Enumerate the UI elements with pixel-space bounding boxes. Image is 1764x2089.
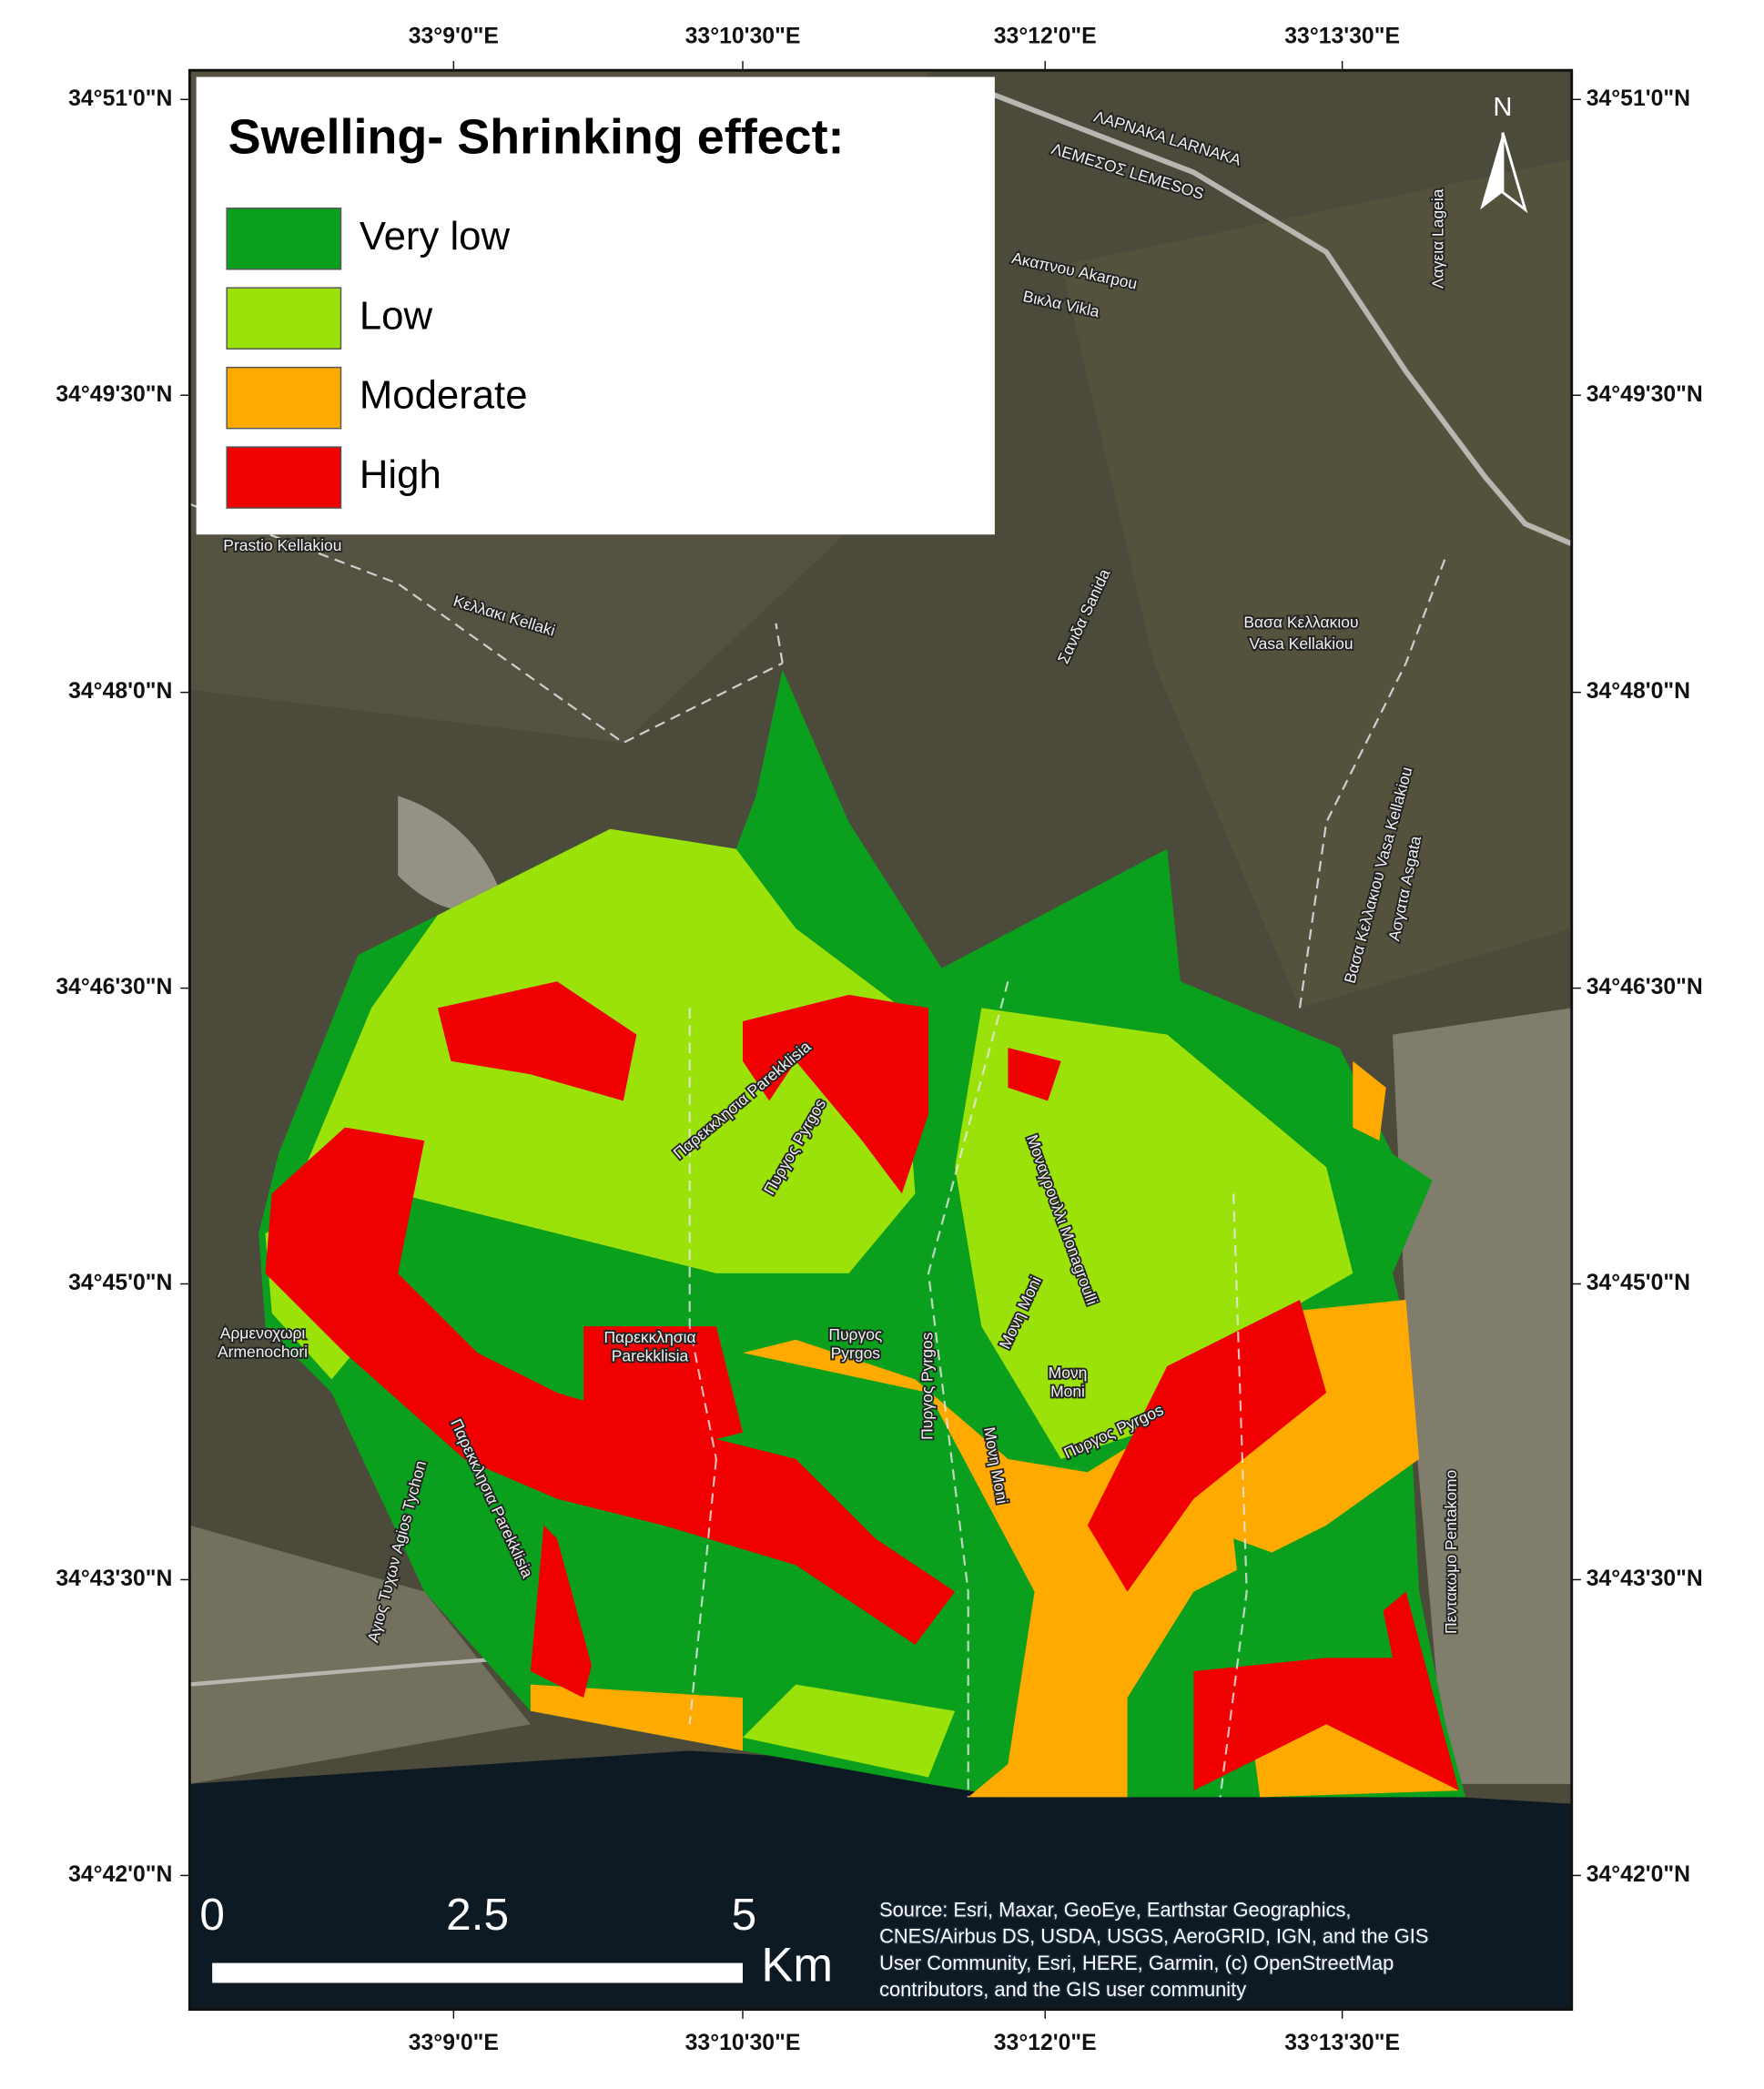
quarry — [398, 796, 504, 911]
lat-label-left: 34°45'0"N — [68, 1271, 172, 1295]
place-label: Pyrgos — [831, 1344, 881, 1362]
study-area — [259, 669, 1466, 1798]
lon-label-top: 33°9'0"E — [409, 24, 499, 48]
class-patch — [265, 1127, 956, 1645]
attribution: Source: Esri, Maxar, GeoEye, Earthstar G… — [878, 1897, 1430, 2002]
place-label: Μονη — [1049, 1364, 1088, 1382]
lat-label-right: 34°43'30"N — [1587, 1567, 1703, 1591]
legend-swatch — [226, 287, 342, 350]
place-label: Moni — [1050, 1383, 1085, 1401]
place-label: Armenochori — [218, 1343, 308, 1361]
legend-label: Moderate — [360, 373, 528, 418]
class-patch — [743, 1684, 956, 1778]
scale-label: 0 — [199, 1890, 225, 1940]
attribution-line: Source: Esri, Maxar, GeoEye, Earthstar G… — [879, 1899, 1351, 1922]
lat-label-left: 34°46'30"N — [56, 975, 172, 999]
lon-label-top: 33°10'30"E — [685, 24, 801, 48]
class-patch — [955, 1008, 1353, 1459]
class-patch — [583, 1326, 743, 1459]
north-arrow-right — [1501, 132, 1528, 214]
urban-area — [189, 1525, 531, 1784]
legend: Swelling- Shrinking effect: Very low Low M… — [196, 76, 995, 535]
urban-area — [1393, 1008, 1572, 1784]
attribution-line: contributors, and the GIS user community — [879, 1978, 1246, 2001]
lon-label-top: 33°12'0"E — [994, 24, 1097, 48]
boundary — [688, 980, 1248, 1798]
boundary — [189, 502, 1447, 1009]
lon-label-bottom: 33°12'0"E — [994, 2031, 1097, 2055]
place-label: Vasa Kellakiou — [1249, 634, 1353, 653]
lat-label-left: 34°51'0"N — [68, 86, 172, 111]
lat-label-right: 34°51'0"N — [1587, 86, 1690, 111]
road — [954, 76, 1572, 547]
class-patch — [1353, 1060, 1386, 1141]
legend-label: Very low — [360, 214, 511, 259]
place-label: Λαγεια Lageia — [1429, 188, 1447, 289]
class-patch — [796, 822, 928, 956]
class-patch — [530, 1684, 743, 1751]
place-label: Πενταкωμο Pentakomo — [1442, 1470, 1460, 1634]
scale-label: 2.5 — [446, 1890, 509, 1940]
sea — [189, 1750, 1572, 2010]
place-label: Parekklisia — [612, 1346, 689, 1364]
place-label: Prastio Kellakiou — [223, 536, 341, 554]
scale-unit: Km — [761, 1939, 833, 1992]
place-label: Πυργος Pyrgos — [918, 1332, 937, 1439]
class-patch — [437, 981, 637, 1101]
attribution-line: User Community, Esri, HERE, Garmin, (c) … — [879, 1952, 1394, 1974]
lat-label-right: 34°49'30"N — [1587, 382, 1703, 407]
map-frame — [188, 68, 1574, 2012]
lon-label-bottom: 33°10'30"E — [685, 2031, 801, 2055]
place-label: Βασα Κελλακιου — [1243, 613, 1358, 631]
legend-swatch — [226, 446, 342, 509]
lat-label-right: 34°42'0"N — [1587, 1862, 1690, 1887]
lat-label-left: 34°48'0"N — [68, 679, 172, 704]
lat-label-right: 34°48'0"N — [1587, 679, 1690, 704]
satellite-hills — [1060, 158, 1572, 1009]
class-patch — [1233, 1538, 1393, 1658]
lat-label-right: 34°46'30"N — [1587, 975, 1703, 999]
legend-title: Swelling- Shrinking effect: — [228, 110, 845, 165]
scale-bar: Km 0 2.5 5 — [199, 1890, 833, 1992]
legend-swatch — [226, 366, 342, 430]
lat-label-left: 34°49'30"N — [56, 382, 172, 407]
scale-bar-segment — [212, 1962, 744, 1983]
legend-label: Low — [360, 293, 433, 338]
place-label: Παρεκκλησια — [603, 1328, 695, 1346]
class-patch — [1087, 1300, 1327, 1592]
legend-swatch — [226, 208, 342, 270]
lat-label-left: 34°42'0"N — [68, 1862, 172, 1887]
class-patch — [1193, 1591, 1459, 1791]
class-patch — [1008, 1048, 1061, 1101]
legend-label: High — [360, 452, 441, 497]
attribution-line: CNES/Airbus DS, USDA, USGS, AeroGRID, IG… — [879, 1925, 1428, 1948]
class-patch — [743, 994, 928, 1194]
lat-label-right: 34°45'0"N — [1587, 1271, 1690, 1295]
place-label: Αρμενοχωρι — [220, 1324, 306, 1343]
scale-label: 5 — [732, 1890, 757, 1940]
north-label: N — [1493, 93, 1512, 122]
lon-label-bottom: 33°13'30"E — [1284, 2031, 1400, 2055]
place-label: Πυργος — [828, 1325, 882, 1344]
lon-label-bottom: 33°9'0"E — [409, 2031, 499, 2055]
lat-label-left: 34°43'30"N — [56, 1567, 172, 1591]
graticule-labels: 33°9'0"E 33°10'30"E 33°12'0"E 33°13'30"E 33°… — [56, 24, 1702, 2055]
lon-label-top: 33°13'30"E — [1284, 24, 1400, 48]
